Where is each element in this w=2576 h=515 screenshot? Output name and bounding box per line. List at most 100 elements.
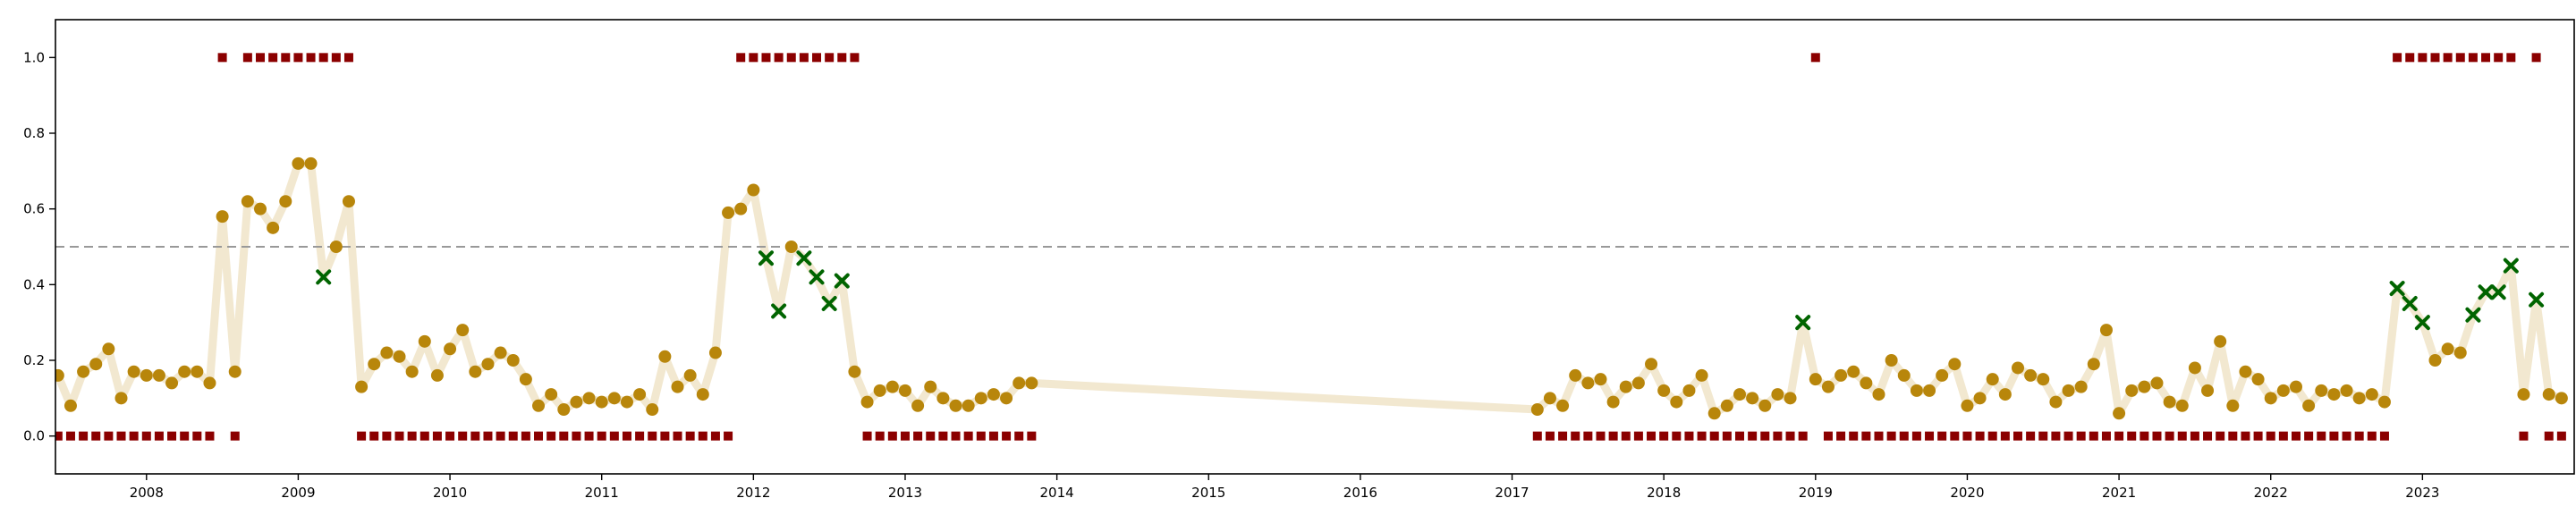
label-marker [2203,431,2213,441]
data-point [683,368,697,382]
data-point [1998,388,2012,401]
label-marker [1596,431,1606,441]
data-point [506,354,520,367]
label-marker [1659,431,1669,441]
data-point [114,392,128,405]
x-tick-label: 2017 [1495,485,1529,501]
label-marker [382,431,392,441]
data-point [152,368,165,382]
label-marker [1886,431,1896,441]
data-point [469,365,482,378]
data-point [784,241,798,253]
data-point [1835,368,1848,382]
data-point [380,346,394,359]
label-marker [91,431,101,441]
data-point [1733,388,1746,401]
label-marker [496,431,505,441]
label-marker [2329,431,2339,441]
label-marker [458,431,468,441]
label-marker [2152,431,2162,441]
data-point [2037,373,2050,386]
label-marker [1975,431,1985,441]
x-tick-label: 2019 [1799,485,1833,501]
x-tick-label: 2011 [585,485,619,501]
label-marker [154,431,164,441]
y-tick-label: 0.2 [23,352,45,368]
label-marker [812,53,822,63]
data-point [216,210,229,224]
label-marker [217,53,227,63]
label-marker [79,431,89,441]
data-point [2340,384,2353,397]
data-point-flagged [2529,291,2545,308]
label-marker [2253,431,2263,441]
data-point [254,202,267,215]
data-point [89,358,103,371]
data-point [860,395,874,409]
label-marker [761,53,771,63]
data-point [2074,380,2088,393]
label-marker [584,431,594,441]
label-marker [1836,431,1846,441]
data-point [228,365,242,378]
data-point [570,395,583,409]
y-tick-label: 0.0 [23,428,45,444]
label-marker [1571,431,1580,441]
label-marker [913,431,923,441]
label-marker [926,431,936,441]
data-point-flagged [2490,284,2506,300]
label-marker [951,431,961,441]
data-point-flagged [316,269,332,285]
label-marker [1633,431,1643,441]
label-marker [2291,431,2301,441]
label-marker [685,431,695,441]
label-marker [1583,431,1593,441]
data-point [2517,388,2530,401]
label-marker [1545,431,1555,441]
x-tick-label: 2009 [281,485,315,501]
data-point [405,365,419,378]
data-point [987,388,1000,401]
label-marker [1014,431,1024,441]
data-point [1809,373,1822,386]
data-point-flagged [758,250,774,266]
label-marker [736,53,746,63]
data-point [2453,346,2467,359]
label-marker [205,431,215,441]
data-point [329,241,343,253]
data-point [1013,376,1026,390]
y-tick-label: 0.8 [23,125,45,141]
data-point [1872,388,1885,401]
label-marker [799,53,809,63]
data-point [140,368,153,382]
label-marker [2379,431,2389,441]
data-point [2289,380,2302,393]
x-tick-label: 2018 [1647,485,1681,501]
label-marker [1734,431,1744,441]
label-marker [2455,53,2465,63]
label-marker [180,431,190,441]
x-tick-label: 2012 [736,485,770,501]
data-point [532,399,546,412]
label-marker [2342,431,2351,441]
data-point-flagged [2414,315,2430,331]
data-point-flagged [2503,258,2519,274]
label-marker [1823,431,1833,441]
label-marker [2443,53,2453,63]
data-point [582,392,596,405]
x-tick-label: 2013 [888,485,922,501]
label-marker [597,431,606,441]
data-point [658,350,672,363]
y-tick-label: 1.0 [23,49,45,65]
label-marker [2556,431,2566,441]
data-point [481,358,495,371]
data-point [633,388,647,401]
label-marker [230,431,240,441]
data-point [696,388,709,401]
data-point [2226,399,2240,412]
data-point [2201,384,2215,397]
label-marker [749,53,758,63]
data-point [607,392,621,405]
label-marker [2304,431,2314,441]
data-point [949,399,962,412]
